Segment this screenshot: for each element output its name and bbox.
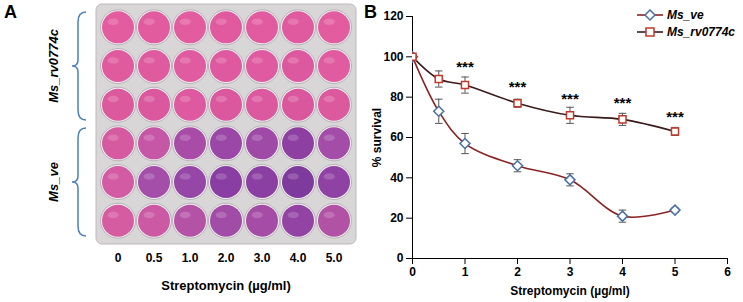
svg-text:4.0: 4.0	[290, 251, 307, 265]
html-text:A: A	[4, 2, 17, 22]
svg-text:6: 6	[724, 265, 731, 279]
svg-text:***: ***	[509, 78, 527, 95]
svg-text:100: 100	[383, 50, 403, 64]
svg-text:Streptomycin (µg/ml): Streptomycin (µg/ml)	[161, 278, 291, 293]
html-text:Ms_ve: Ms_ve	[666, 7, 704, 22]
svg-text:0: 0	[397, 251, 404, 265]
html-text:B: B	[364, 2, 377, 22]
svg-text:80: 80	[390, 90, 404, 104]
svg-text:% survival: % survival	[370, 108, 384, 167]
svg-text:3: 3	[567, 265, 574, 279]
svg-text:120: 120	[383, 9, 403, 23]
svg-text:Ms_ve: Ms_ve	[46, 162, 61, 202]
svg-text:***: ***	[666, 108, 684, 125]
svg-text:0.5: 0.5	[146, 251, 163, 265]
svg-text:60: 60	[390, 130, 404, 144]
svg-text:***: ***	[456, 58, 474, 75]
svg-text:5: 5	[672, 265, 679, 279]
svg-text:5.0: 5.0	[326, 251, 343, 265]
svg-text:Streptomycin (µg/ml): Streptomycin (µg/ml)	[510, 284, 630, 298]
svg-text:40: 40	[390, 171, 404, 185]
svg-text:20: 20	[390, 211, 404, 225]
svg-text:Ms_rv0774c: Ms_rv0774c	[46, 28, 61, 102]
svg-text:4: 4	[619, 265, 626, 279]
svg-text:***: ***	[614, 94, 632, 111]
svg-text:1: 1	[462, 265, 469, 279]
svg-text:1.0: 1.0	[182, 251, 199, 265]
html-text:Ms_rv0774c: Ms_rv0774c	[666, 24, 735, 39]
svg-text:0: 0	[409, 265, 416, 279]
svg-text:***: ***	[561, 90, 579, 107]
svg-text:3.0: 3.0	[254, 251, 271, 265]
svg-text:0: 0	[115, 251, 122, 265]
svg-text:2: 2	[514, 265, 521, 279]
svg-text:2.0: 2.0	[218, 251, 235, 265]
